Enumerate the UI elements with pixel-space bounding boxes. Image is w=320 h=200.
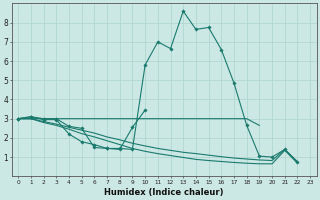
X-axis label: Humidex (Indice chaleur): Humidex (Indice chaleur) — [104, 188, 224, 197]
